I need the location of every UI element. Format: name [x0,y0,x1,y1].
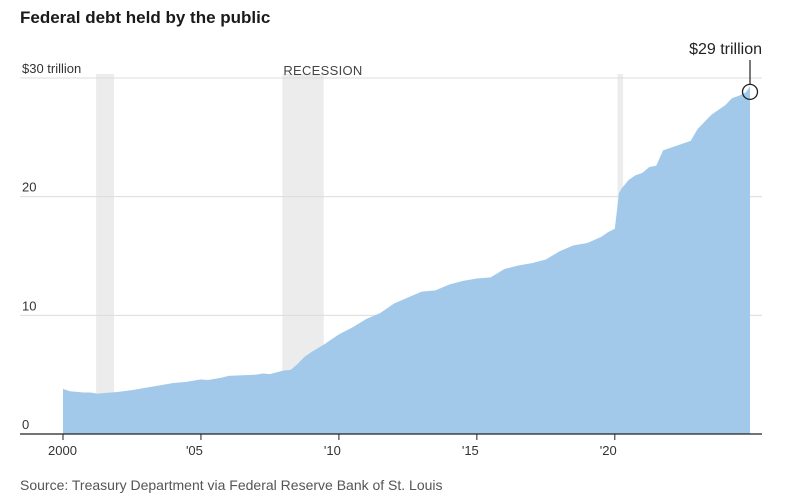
debt-area-series [63,86,750,434]
x-tick-label-2020: '20 [600,443,617,458]
y-tick-label-10: 10 [22,298,36,313]
x-axis [20,433,762,440]
area-series-1 [63,86,750,434]
x-tick-label-2015: '15 [462,443,479,458]
recession-band-1 [96,74,115,434]
source-note: Source: Treasury Department via Federal … [20,477,443,493]
recession-label: RECESSION [283,63,362,78]
x-tick-label-2000: 2000 [48,443,77,458]
x-tick-label-2010: '10 [324,443,341,458]
x-axis-labels: 2000 '05 '10 '15 '20 [48,443,617,458]
latest-value-annotation: $29 trillion [689,41,762,101]
y-tick-label-20: 20 [22,180,36,195]
chart-title: Federal debt held by the public [20,8,271,27]
x-tick-label-2005: '05 [186,443,203,458]
annotation-label: $29 trillion [689,41,762,58]
y-tick-label-0: 0 [22,417,29,432]
y-axis-labels: 0 10 20 $30 trillion [22,61,81,432]
y-tick-label-30: $30 trillion [22,61,81,76]
